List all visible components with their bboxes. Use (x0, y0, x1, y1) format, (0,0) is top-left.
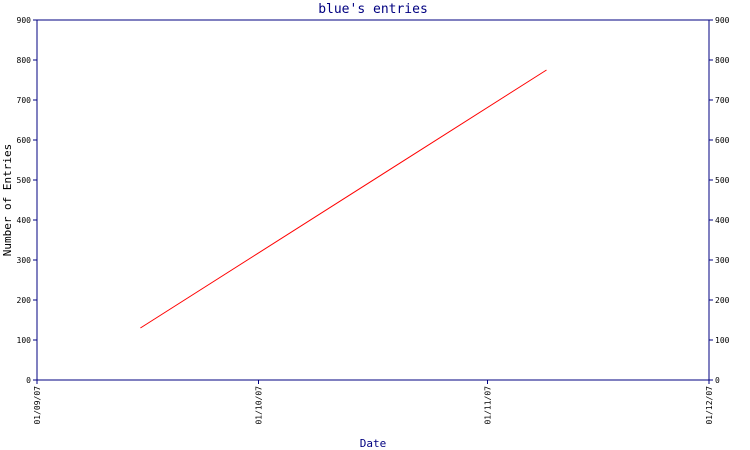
y-tick-label-left: 0 (26, 376, 31, 385)
y-tick-label-right: 600 (715, 136, 730, 145)
y-tick-label-left: 300 (17, 256, 32, 265)
series-line (140, 69, 547, 329)
y-tick-label-left: 500 (17, 176, 32, 185)
y-tick-label-left: 600 (17, 136, 32, 145)
y-tick-label-right: 0 (715, 376, 720, 385)
y-tick-label-left: 400 (17, 216, 32, 225)
chart-title: blue's entries (318, 2, 428, 17)
y-tick-label-left: 700 (17, 96, 32, 105)
y-axis-label: Number of Entries (1, 144, 14, 257)
y-tick-label-right: 900 (715, 16, 730, 25)
plot-frame (36, 19, 710, 381)
y-tick-label-left: 100 (17, 336, 32, 345)
series-layer (140, 69, 547, 329)
y-tick-label-right: 200 (715, 296, 730, 305)
axes: 0 0 100 100 200 200 300 300 400 400 500 500 600 600 70… (17, 16, 730, 425)
y-tick-label-left: 800 (17, 56, 32, 65)
x-tick-label: 01/11/07 (483, 386, 492, 425)
y-tick-label-right: 300 (715, 256, 730, 265)
x-tick-label: 01/12/07 (705, 386, 714, 425)
y-tick-label-right: 100 (715, 336, 730, 345)
y-tick-label-right: 700 (715, 96, 730, 105)
y-tick-label-right: 500 (715, 176, 730, 185)
y-tick-label-left: 900 (17, 16, 32, 25)
y-tick-label-right: 400 (715, 216, 730, 225)
y-tick-label-left: 200 (17, 296, 32, 305)
x-tick-label: 01/10/07 (255, 386, 264, 425)
x-axis-label: Date (360, 437, 387, 450)
x-tick-label: 01/09/07 (33, 386, 42, 425)
y-tick-label-right: 800 (715, 56, 730, 65)
